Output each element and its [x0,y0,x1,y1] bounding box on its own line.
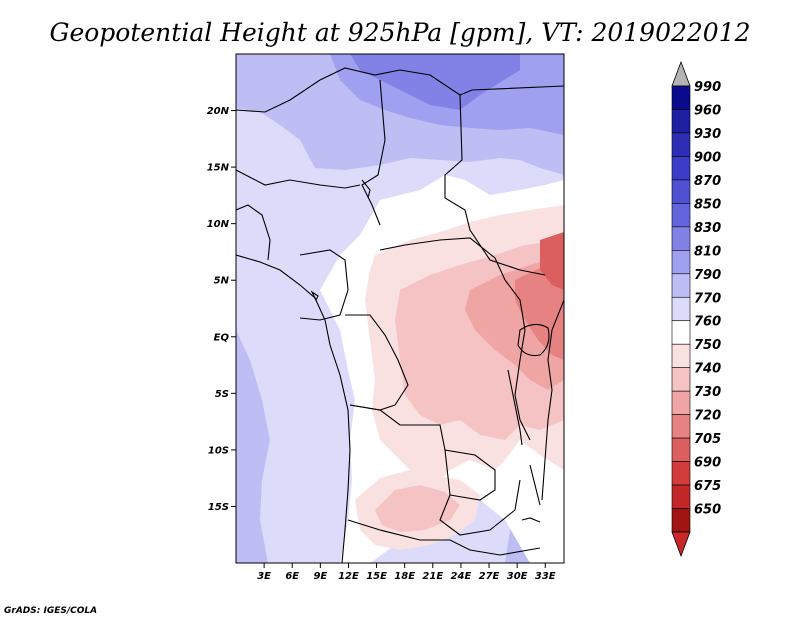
colorbar-box [671,203,691,228]
colorbar-box [671,250,691,275]
border-west-1 [236,204,271,261]
lake-tanganyika [507,369,523,446]
coast-west [236,254,351,563]
border-car [379,237,506,281]
colorbar-bottom-arrow [671,531,691,558]
colorbar-label: 850 [694,197,721,212]
border-sudan [444,94,546,276]
lon-tick-label: 9E [313,571,327,582]
lon-tick-label: 33E [535,571,556,582]
colorbar-label: 690 [694,456,721,471]
colorbar-box [671,437,691,462]
lat-tick-label: 10S [208,445,229,456]
colorbar-legend: 990 960 930 900 870 850 830 810 790 770 760 750 740 7… [671,60,721,558]
height-field [236,54,564,563]
island-madagascar-edge [521,517,541,523]
colorbar-box [671,414,691,439]
colorbar-label: 740 [694,362,721,377]
colorbar-label: 960 [694,103,721,118]
colorbar-label: 730 [694,385,721,400]
colorbar-box [671,109,691,134]
country-borders [236,67,564,563]
lat-tick-label: EQ [214,332,230,343]
footer-credit: GrADS: IGES/COLA [4,606,97,616]
colorbar-label: 870 [694,174,721,189]
colorbar-label: 650 [694,503,721,518]
border-angola [349,404,496,501]
lon-tick-label: 24E [451,571,472,582]
colorbar-label: 790 [694,268,721,283]
colorbar-label: 750 [694,338,721,353]
colorbar-box [671,484,691,509]
border-zambia [439,449,521,536]
lat-tick-label: 15N [207,163,230,174]
border-drc-east [504,279,531,441]
lon-tick-label: 12E [338,571,359,582]
colorbar-box [671,296,691,322]
lake-victoria [517,323,550,357]
field-west-790 [236,330,270,563]
lat-tick-label: 10N [207,219,230,230]
lon-tick-label: 30E [507,571,528,582]
colorbar-boxes [671,85,691,533]
colorbar-box [671,461,691,486]
colorbar-box [671,85,691,110]
colorbar-box [671,156,691,181]
longitude-axis: 3E 6E 9E 12E 15E 18E 21E 24E 27E 30E 33E [257,563,556,582]
lat-tick-label: 20N [207,106,230,117]
colorbar-label: 810 [694,244,721,259]
colorbar-box [671,179,691,204]
latitude-axis: 20N 15N 10N 5N EQ 5S 10S 15S [207,106,236,513]
lon-tick-label: 18E [394,571,415,582]
colorbar-labels: 990 960 930 900 870 850 830 810 790 770 760 750 740 7… [694,80,721,518]
colorbar-box [671,390,691,415]
lon-tick-label: 27E [479,571,500,582]
lon-tick-label: 21E [422,571,443,582]
colorbar-label: 770 [694,291,721,306]
colorbar-label: 900 [694,150,721,165]
colorbar-label: 760 [694,315,721,330]
figure-title: Geopotential Height at 925hPa [gpm], VT:… [49,18,750,47]
lat-tick-label: 5N [214,276,230,287]
colorbar-top-arrow [671,60,691,87]
colorbar-label: 930 [694,127,721,142]
lon-tick-label: 6E [285,571,299,582]
lat-tick-label: 5S [215,389,229,400]
colorbar-box [671,320,691,345]
colorbar-label: 675 [694,479,721,494]
lake-malawi [529,464,541,506]
border-south [347,519,541,556]
field-north-830 [350,54,520,110]
border-chad-libya [361,79,386,226]
border-niger-nigeria [236,169,361,189]
colorbar-box [671,367,691,392]
lake-chad [361,179,371,199]
coast-east [541,299,564,501]
colorbar-box [671,132,691,157]
island-bioko [310,290,319,302]
border-congo [345,314,409,411]
colorbar-label: 720 [694,409,721,424]
border-cameroon [299,249,349,321]
colorbar-box [671,273,691,298]
colorbar-label: 990 [694,80,721,95]
field-705 [540,232,564,290]
colorbar-box [671,226,691,251]
colorbar-box [671,508,691,533]
map-panel: 20N 15N 10N 5N EQ 5S 10S 15S 3E 6E 9E 12E 15E 18E 21E… [207,53,565,582]
lon-tick-label: 3E [257,571,271,582]
lat-tick-label: 15S [208,502,229,513]
lon-tick-label: 15E [366,571,387,582]
map-frame [235,53,565,564]
field-740-south [375,485,460,532]
colorbar-label: 705 [694,432,721,447]
colorbar-label: 830 [694,221,721,236]
colorbar-box [671,343,691,368]
border-north-africa [236,67,564,113]
